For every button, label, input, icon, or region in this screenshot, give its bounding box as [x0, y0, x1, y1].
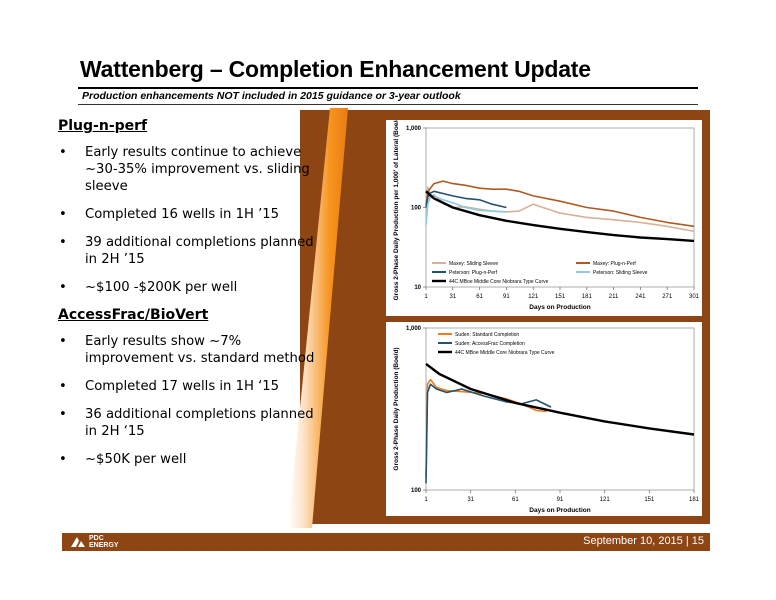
- series-line: [425, 180, 695, 228]
- logo-line-2: ENERGY: [89, 542, 119, 549]
- x-axis-title: Days on Production: [529, 304, 590, 311]
- plug-n-perf-heading: Plug-n-perf: [58, 118, 148, 134]
- accessfrac-bullets: • Early results show ~7% improvement vs. …: [58, 333, 328, 468]
- legend-label: 44C MBoe Middle Core Niobrara Type Curve: [449, 279, 549, 285]
- x-tick-label: 241: [635, 294, 646, 300]
- footer-date-page: September 10, 2015 | 15: [583, 535, 704, 547]
- x-axis-title: Days on Production: [529, 507, 590, 514]
- bullet-item: • Early results show ~7% improvement vs. …: [58, 333, 328, 367]
- bullet-text: ~$50K per well: [85, 452, 187, 467]
- bullet-text: Completed 16 wells in 1H ’15: [85, 207, 280, 222]
- y-tick-label: 1,000: [406, 126, 422, 132]
- x-tick-label: 91: [503, 294, 510, 300]
- bullet-item: • 39 additional completions planned in 2H…: [58, 234, 328, 268]
- page-title: Wattenberg – Completion Enhancement Upda…: [80, 56, 591, 82]
- accessfrac-chart-svg: 1 31 61 91 121 151 181 100 1,000 Days on Producti…: [393, 326, 700, 514]
- x-tick-label: 31: [467, 497, 474, 503]
- legend-label: 44C MBoe Middle Core Niobrara Type Curve: [455, 350, 555, 356]
- bullet-item: • Early results continue to achieve ~30-3…: [58, 144, 328, 195]
- bullet-text: Completed 17 wells in 1H ‘15: [85, 379, 280, 394]
- plug-n-perf-bullets: • Early results continue to achieve ~30-3…: [58, 144, 328, 296]
- legend-label: Peterson: Plug-n-Perf: [449, 270, 498, 276]
- x-tick-label: 151: [555, 294, 566, 300]
- footer-bar: PDC ENERGY September 10, 2015 | 15: [62, 533, 710, 551]
- y-tick-label: 10: [414, 285, 421, 291]
- logo-text: PDC ENERGY: [89, 535, 119, 549]
- x-tick-label: 61: [476, 294, 483, 300]
- x-tick-label: 1: [424, 497, 428, 503]
- x-tick-label: 151: [644, 497, 655, 503]
- logo-mark-icon: [71, 537, 85, 547]
- x-tick-label: 61: [512, 497, 519, 503]
- y-tick-label: 100: [411, 206, 422, 212]
- x-tick-label: 211: [609, 294, 619, 300]
- bullet-icon: •: [59, 334, 67, 349]
- bullet-item: • Completed 17 wells in 1H ‘15: [58, 378, 328, 395]
- legend-label: Suden: Standard Completion: [455, 332, 519, 338]
- bullet-icon: •: [59, 280, 67, 295]
- x-tick-label: 121: [528, 294, 539, 300]
- bullet-item: • Completed 16 wells in 1H ’15: [58, 206, 328, 223]
- legend-label: Suden: AccessFrac Completion: [455, 341, 525, 347]
- title-rule: [78, 87, 698, 89]
- plug-n-perf-chart-svg: 1 31 61 91 121 151 181 211 241 271 301 10 100 1,000 Da…: [393, 120, 700, 311]
- bullet-text: Early results continue to achieve ~30-35…: [85, 145, 310, 194]
- bullet-icon: •: [59, 207, 67, 222]
- series-line: [425, 186, 695, 233]
- bullet-text: ~$100 -$200K per well: [85, 280, 238, 295]
- legend-label: Maxey: Sliding Sleeve: [449, 261, 498, 267]
- x-tick-label: 301: [689, 294, 700, 300]
- series-line: [425, 195, 507, 226]
- bullet-icon: •: [59, 145, 67, 160]
- bullet-item: • 36 additional completions planned in 2H…: [58, 406, 328, 440]
- bullet-icon: •: [59, 379, 67, 394]
- x-tick-label: 271: [662, 294, 673, 300]
- x-tick-label: 121: [600, 497, 611, 503]
- x-tick-label: 181: [689, 497, 700, 503]
- bullet-text: Early results show ~7% improvement vs. s…: [85, 334, 315, 366]
- x-tick-label: 91: [557, 497, 564, 503]
- bullet-icon: •: [59, 452, 67, 467]
- page-subtitle: Production enhancements NOT included in …: [82, 90, 461, 102]
- x-tick-label: 181: [582, 294, 593, 300]
- bullet-item: • ~$100 -$200K per well: [58, 279, 328, 296]
- series-line: [425, 190, 695, 243]
- bullet-text: 36 additional completions planned in 2H …: [85, 407, 314, 439]
- plug-n-perf-chart: 1 31 61 91 121 151 181 211 241 271 301 10 100 1,000 Da…: [386, 120, 702, 316]
- y-tick-label: 100: [411, 488, 422, 494]
- legend-label: Maxey: Plug-n-Perf: [593, 261, 636, 267]
- y-tick-label: 1,000: [406, 326, 422, 332]
- text-column: Plug-n-perf • Early results continue to a…: [58, 118, 328, 479]
- y-axis-title: Gross 2-Phase Daily Production per 1,000…: [393, 120, 400, 300]
- company-logo: PDC ENERGY: [70, 535, 119, 549]
- bullet-item: • ~$50K per well: [58, 451, 328, 468]
- x-tick-label: 31: [449, 294, 456, 300]
- accessfrac-heading: AccessFrac/BioVert: [58, 307, 209, 323]
- bullet-icon: •: [59, 407, 67, 422]
- series-line: [425, 383, 552, 484]
- bullet-text: 39 additional completions planned in 2H …: [85, 235, 314, 267]
- accessfrac-chart: 1 31 61 91 121 151 181 100 1,000 Days on Producti…: [386, 322, 702, 516]
- bullet-icon: •: [59, 235, 67, 250]
- logo-line-1: PDC: [89, 535, 104, 542]
- series-line: [425, 362, 695, 436]
- legend-label: Peterson: Sliding Sleeve: [593, 270, 648, 276]
- x-tick-label: 1: [424, 294, 428, 300]
- y-axis-title: Gross 2-Phase Daily Production (Boe/d): [393, 347, 400, 470]
- subtitle-rule: [78, 104, 698, 105]
